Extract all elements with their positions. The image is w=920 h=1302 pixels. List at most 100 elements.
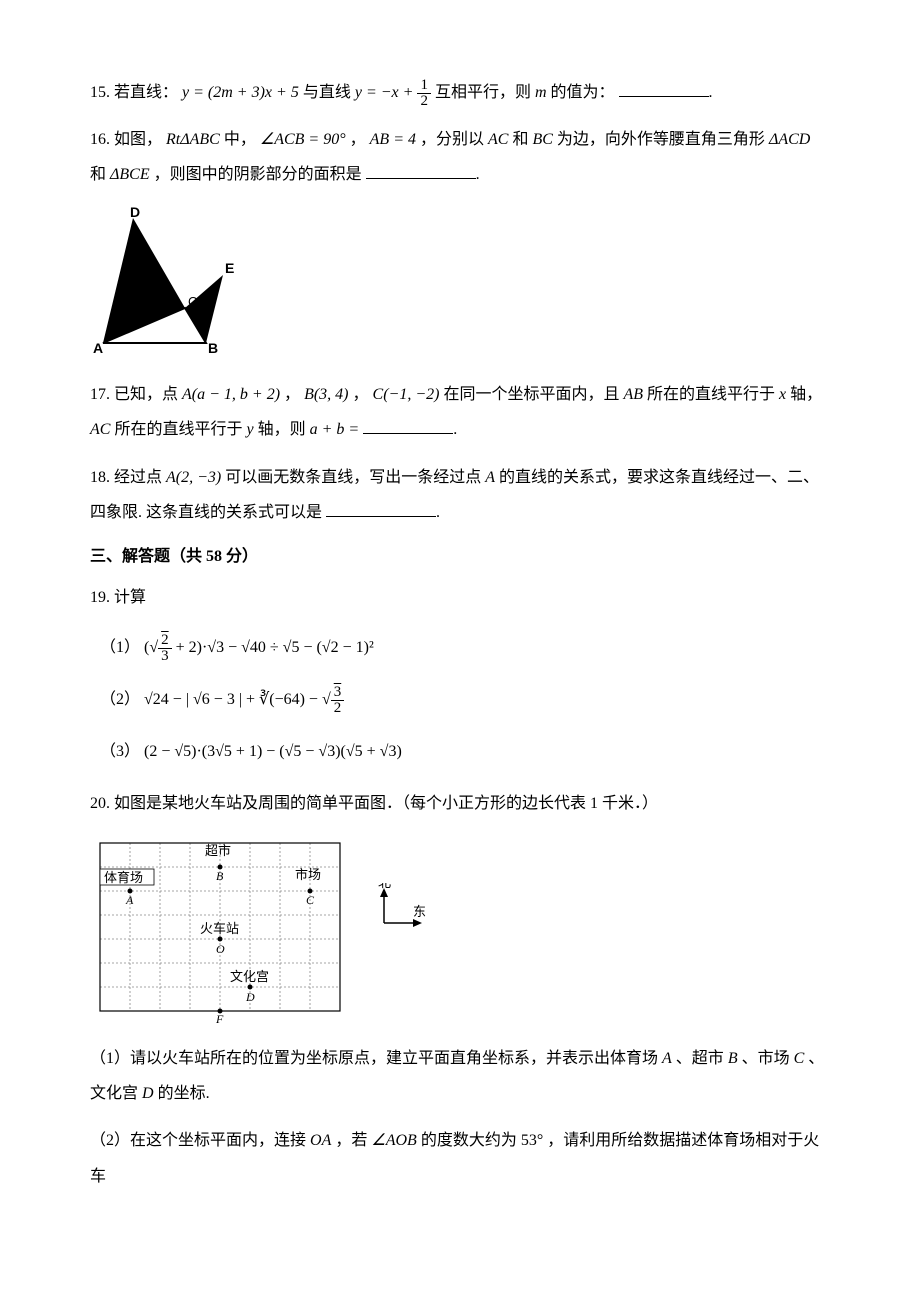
q18-pA: A(2, −3) <box>166 469 221 486</box>
q19-p1-frac: 23 <box>158 633 172 664</box>
q20-figure: 超市 B 体育场 A 市场 C 火车站 O 文化宫 D F 北 东 <box>90 833 830 1023</box>
east-arrow <box>413 919 422 927</box>
q15-mid1: 与直线 <box>303 84 355 101</box>
q16-1e: ， <box>350 131 366 148</box>
q16-1i: 和 <box>512 131 532 148</box>
q17-c: ， <box>353 386 369 403</box>
q16-2c: ，则图中的阴影部分的面积是 <box>154 166 362 183</box>
q20-p1-C: C <box>794 1050 805 1067</box>
q17-e: AB <box>623 386 643 403</box>
q19-p3-expr: (2 − √5)·(3√5 + 1) − (√5 − √3)(√5 + √3) <box>144 743 402 760</box>
triangle-bce <box>185 275 223 343</box>
q17-period: . <box>453 421 457 438</box>
q19-part3: （3） (2 − √5)·(3√5 + 1) − (√5 − √3)(√5 + … <box>100 733 830 771</box>
q20-p2-b: ，若 <box>335 1132 371 1149</box>
q16-1d: ∠ACB = 90° <box>260 131 346 148</box>
q18-a: 18. 经过点 <box>90 469 166 486</box>
q16-1b: RtΔABC <box>166 131 220 148</box>
q17-l2b: 所在的直线平行于 <box>114 421 246 438</box>
q17-a: 17. 已知，点 <box>90 386 182 403</box>
label-station: 火车站 <box>200 921 239 936</box>
label-stadium: 体育场 <box>104 870 143 885</box>
q16-1a: 16. 如图， <box>90 131 162 148</box>
q16-blank <box>366 163 476 179</box>
q20-p1-d: 、 <box>808 1050 824 1067</box>
triangle-figure-svg: D E C A B <box>90 205 235 355</box>
q18-b: 可以画无数条直线，写出一条经过点 <box>225 469 485 486</box>
label-d-letter: D <box>245 990 255 1004</box>
q16-1f: AB = 4 <box>370 131 416 148</box>
q20-p1-D: D <box>142 1085 154 1102</box>
label-b-letter: B <box>216 869 224 883</box>
q20-p2-a: （2）在这个坐标平面内，连接 <box>90 1132 310 1149</box>
q17-blank <box>363 418 453 434</box>
q18-blank <box>326 501 436 517</box>
q19-p2-a: √24 − | √6 − 3 | + ∛(−64) − √ <box>144 691 331 708</box>
label-f-letter: F <box>215 1012 224 1023</box>
q20-p1-B: B <box>728 1050 738 1067</box>
q17-f: 所在的直线平行于 <box>647 386 779 403</box>
label-culture: 文化宫 <box>230 969 269 984</box>
q20-p2-angle: ∠AOB <box>371 1132 416 1149</box>
q15-suffix: 的值为： <box>551 84 615 101</box>
q17-pB: B(3, 4) <box>304 386 348 403</box>
q20-p1-A: A <box>662 1050 672 1067</box>
q17-pC: C(−1, −2) <box>373 386 440 403</box>
compass-east: 东 <box>413 904 426 919</box>
q16-1g: ，分别以 <box>420 131 488 148</box>
q17-h: 轴， <box>790 386 822 403</box>
q17-g: x <box>779 386 786 403</box>
q20-part2: （2）在这个坐标平面内，连接 OA ，若 ∠AOB 的度数大约为 53° ，请利… <box>90 1123 830 1193</box>
grid-map-svg: 超市 B 体育场 A 市场 C 火车站 O 文化宫 D F <box>90 833 345 1023</box>
q19-p1-label: （1） <box>100 639 140 656</box>
q17-l2a: AC <box>90 421 110 438</box>
q15-prefix: 15. 若直线： <box>90 84 178 101</box>
question-16: 16. 如图， RtΔABC 中， ∠ACB = 90° ， AB = 4 ，分… <box>90 122 830 192</box>
label-e: E <box>225 260 234 276</box>
question-17: 17. 已知，点 A(a − 1, b + 2) ， B(3, 4) ， C(−… <box>90 377 830 447</box>
q20-p1-b: 、超市 <box>676 1050 728 1067</box>
q15-var: m <box>535 84 547 101</box>
question-18: 18. 经过点 A(2, −3) 可以画无数条直线，写出一条经过点 A 的直线的… <box>90 460 830 530</box>
q16-1j: BC <box>532 131 552 148</box>
point-o <box>218 937 223 942</box>
q16-1l: ΔACD <box>769 131 810 148</box>
label-c: C <box>188 294 197 309</box>
q18-d: 的直线的关系式，要求这条直线经过一、二、 <box>499 469 819 486</box>
label-a: A <box>93 340 103 355</box>
q20-p1-l2b: 的坐标. <box>158 1085 210 1102</box>
q19-part1: （1） (√23 + 2)·√3 − √40 ÷ √5 − (√2 − 1)² <box>100 629 830 667</box>
q19-p1-b: + 2)·√3 − √40 ÷ √5 − (√2 − 1)² <box>172 639 374 656</box>
compass: 北 东 <box>369 883 429 941</box>
q17-pA: A(a − 1, b + 2) <box>182 386 280 403</box>
q18-c: A <box>485 469 495 486</box>
question-15: 15. 若直线： y = (2m + 3)x + 5 与直线 y = −x + … <box>90 75 830 110</box>
q16-2b: ΔBCE <box>110 166 150 183</box>
q18-l2: 四象限. 这条直线的关系式可以是 <box>90 504 322 521</box>
label-a-letter: A <box>125 893 134 907</box>
point-d <box>248 985 253 990</box>
q15-blank <box>619 81 709 97</box>
q18-period: . <box>436 504 440 521</box>
q20-part1: （1）请以火车站所在的位置为坐标原点，建立平面直角坐标系，并表示出体育场 A 、… <box>90 1041 830 1111</box>
label-d: D <box>130 205 140 220</box>
q15-formula-a: y = (2m + 3)x + 5 <box>182 84 299 101</box>
q19-part2: （2） √24 − | √6 − 3 | + ∛(−64) − √32 <box>100 681 830 719</box>
label-c-letter: C <box>306 893 315 907</box>
q17-l2e: a + b = <box>310 421 364 438</box>
triangle-acd <box>103 218 185 343</box>
label-b: B <box>208 340 218 355</box>
q15-period: . <box>709 84 713 101</box>
q20-p2-deg: 53° <box>521 1132 543 1149</box>
section-3-header: 三、解答题（共 58 分） <box>90 544 830 570</box>
q17-b: ， <box>284 386 300 403</box>
q19-p2-frac: 32 <box>331 685 345 716</box>
question-20-title: 20. 如图是某地火车站及周围的简单平面图．（每个小正方形的边长代表 1 千米．… <box>90 786 830 821</box>
q17-l2c: y <box>246 421 253 438</box>
q16-2a: 和 <box>90 166 110 183</box>
compass-svg: 北 东 <box>369 883 429 933</box>
q20-p2-OA: OA <box>310 1132 331 1149</box>
q16-figure: D E C A B <box>90 205 830 364</box>
q16-1h: AC <box>488 131 508 148</box>
q20-p1-a: （1）请以火车站所在的位置为坐标原点，建立平面直角坐标系，并表示出体育场 <box>90 1050 662 1067</box>
